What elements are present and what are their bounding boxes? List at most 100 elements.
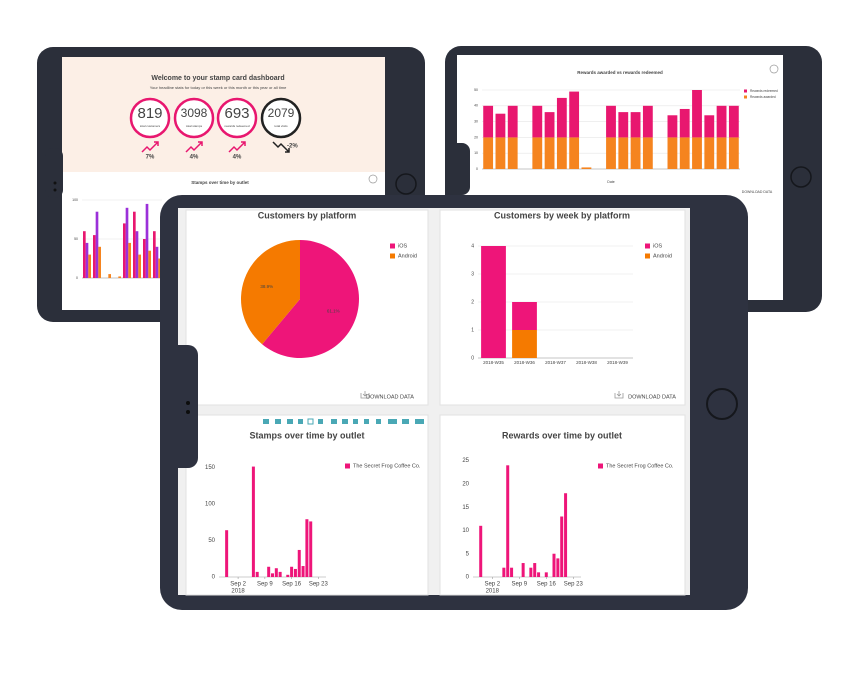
modebar-button[interactable]	[287, 419, 293, 424]
bar	[483, 137, 494, 169]
modebar-button[interactable]	[353, 419, 358, 424]
modebar-button[interactable]	[331, 419, 337, 424]
legend-swatch	[744, 95, 747, 99]
side-notch	[168, 345, 198, 468]
bar	[479, 525, 483, 577]
bar	[225, 530, 229, 577]
modebar-button[interactable]	[364, 419, 369, 424]
download-data[interactable]: DOWNLOAD DATA	[742, 190, 773, 194]
side-notch	[445, 143, 470, 195]
bar	[153, 231, 156, 278]
chart-title: Rewards awarded vs rewards redeemed	[577, 70, 663, 75]
stat-value: 693	[224, 105, 249, 122]
home-button[interactable]	[395, 173, 417, 195]
y-tick-label: 0	[466, 575, 470, 581]
bar	[533, 563, 537, 577]
camera	[186, 401, 190, 405]
modebar-button[interactable]	[415, 419, 424, 424]
modebar-button[interactable]	[307, 418, 314, 425]
x-tick-label: 2018-W35	[483, 360, 504, 365]
modebar-button[interactable]	[402, 419, 409, 424]
y-tick-label: 10	[474, 151, 478, 155]
stat-change: 7%	[146, 155, 155, 161]
tablet-front: DOWNLOAD DATA DOWNLOAD DATA Customers by…	[160, 195, 748, 610]
bar	[618, 137, 629, 169]
bar	[83, 231, 86, 278]
y-tick-label: 50	[208, 538, 215, 544]
modebar-button[interactable]	[376, 419, 381, 424]
bar	[309, 521, 313, 577]
modebar-button[interactable]	[342, 419, 348, 424]
trend-arrow	[272, 141, 290, 153]
trend-arrow	[185, 141, 203, 153]
bar	[143, 239, 146, 278]
y-tick-label: 20	[474, 135, 478, 139]
bar	[630, 137, 641, 169]
bar	[679, 108, 690, 138]
bar	[297, 549, 301, 577]
legend-swatch	[598, 463, 603, 469]
dashboard-title: Welcome to your stamp card dashboard	[151, 75, 284, 82]
bar	[158, 258, 161, 278]
bar	[251, 466, 255, 577]
x-tick-label: Sep 9	[257, 582, 273, 588]
y-tick-label: 30	[474, 120, 478, 124]
camera	[53, 188, 57, 192]
bar	[510, 567, 514, 577]
bar	[267, 566, 271, 577]
bar	[118, 276, 121, 278]
side-notch	[45, 148, 63, 198]
info-icon[interactable]	[368, 174, 378, 184]
bar	[667, 137, 678, 169]
bar	[95, 211, 99, 278]
modebar-button[interactable]	[263, 419, 269, 424]
bar	[495, 137, 506, 169]
y-tick-label: 0	[471, 355, 474, 361]
download-icon[interactable]	[360, 391, 370, 399]
modebar-button[interactable]	[388, 419, 397, 424]
download-icon[interactable]	[614, 391, 624, 399]
y-tick-label: 1	[471, 327, 474, 333]
bar	[544, 112, 555, 138]
download-data[interactable]: DOWNLOAD DATA	[628, 394, 676, 400]
bar	[564, 493, 568, 577]
bar	[133, 211, 136, 278]
info-icon[interactable]	[769, 64, 779, 74]
x-year-label: 2018	[231, 589, 245, 595]
home-button[interactable]	[790, 166, 812, 188]
legend-label: Rewards awarded	[750, 95, 776, 99]
modebar-button[interactable]	[318, 419, 323, 424]
modebar-button[interactable]	[275, 419, 281, 424]
bar	[506, 465, 510, 577]
bar	[569, 137, 580, 169]
y-tick-label: 40	[474, 104, 478, 108]
modebar-button[interactable]	[298, 419, 303, 424]
chart-title: Customers by platform	[258, 210, 357, 220]
download-data[interactable]: DOWNLOAD DATA	[366, 394, 414, 400]
dashboard-subtitle: Your headline stats for today or this we…	[150, 85, 287, 90]
legend-swatch	[645, 243, 650, 249]
bar	[512, 302, 537, 330]
bar	[556, 558, 560, 577]
x-year-label: 2018	[486, 589, 500, 595]
bar	[301, 566, 305, 577]
bar	[560, 516, 564, 577]
x-tick-label: Sep 2	[484, 582, 500, 588]
bar	[581, 167, 592, 169]
trend-arrow	[141, 141, 159, 153]
bar	[98, 246, 101, 278]
legend-label: iOS	[653, 243, 663, 249]
chart-title: Stamps over time by outlet	[249, 430, 364, 440]
bar	[507, 105, 518, 138]
camera	[53, 181, 57, 185]
legend-label: iOS	[398, 243, 408, 249]
y-tick-label: 2	[471, 299, 474, 305]
home-button[interactable]	[706, 388, 738, 420]
bar	[606, 137, 616, 169]
legend-swatch	[744, 89, 747, 93]
bar	[544, 137, 555, 169]
bar	[148, 250, 151, 278]
chart-title: Customers by week by platform	[494, 210, 630, 220]
stat-ring	[129, 97, 171, 139]
bar	[642, 137, 653, 169]
